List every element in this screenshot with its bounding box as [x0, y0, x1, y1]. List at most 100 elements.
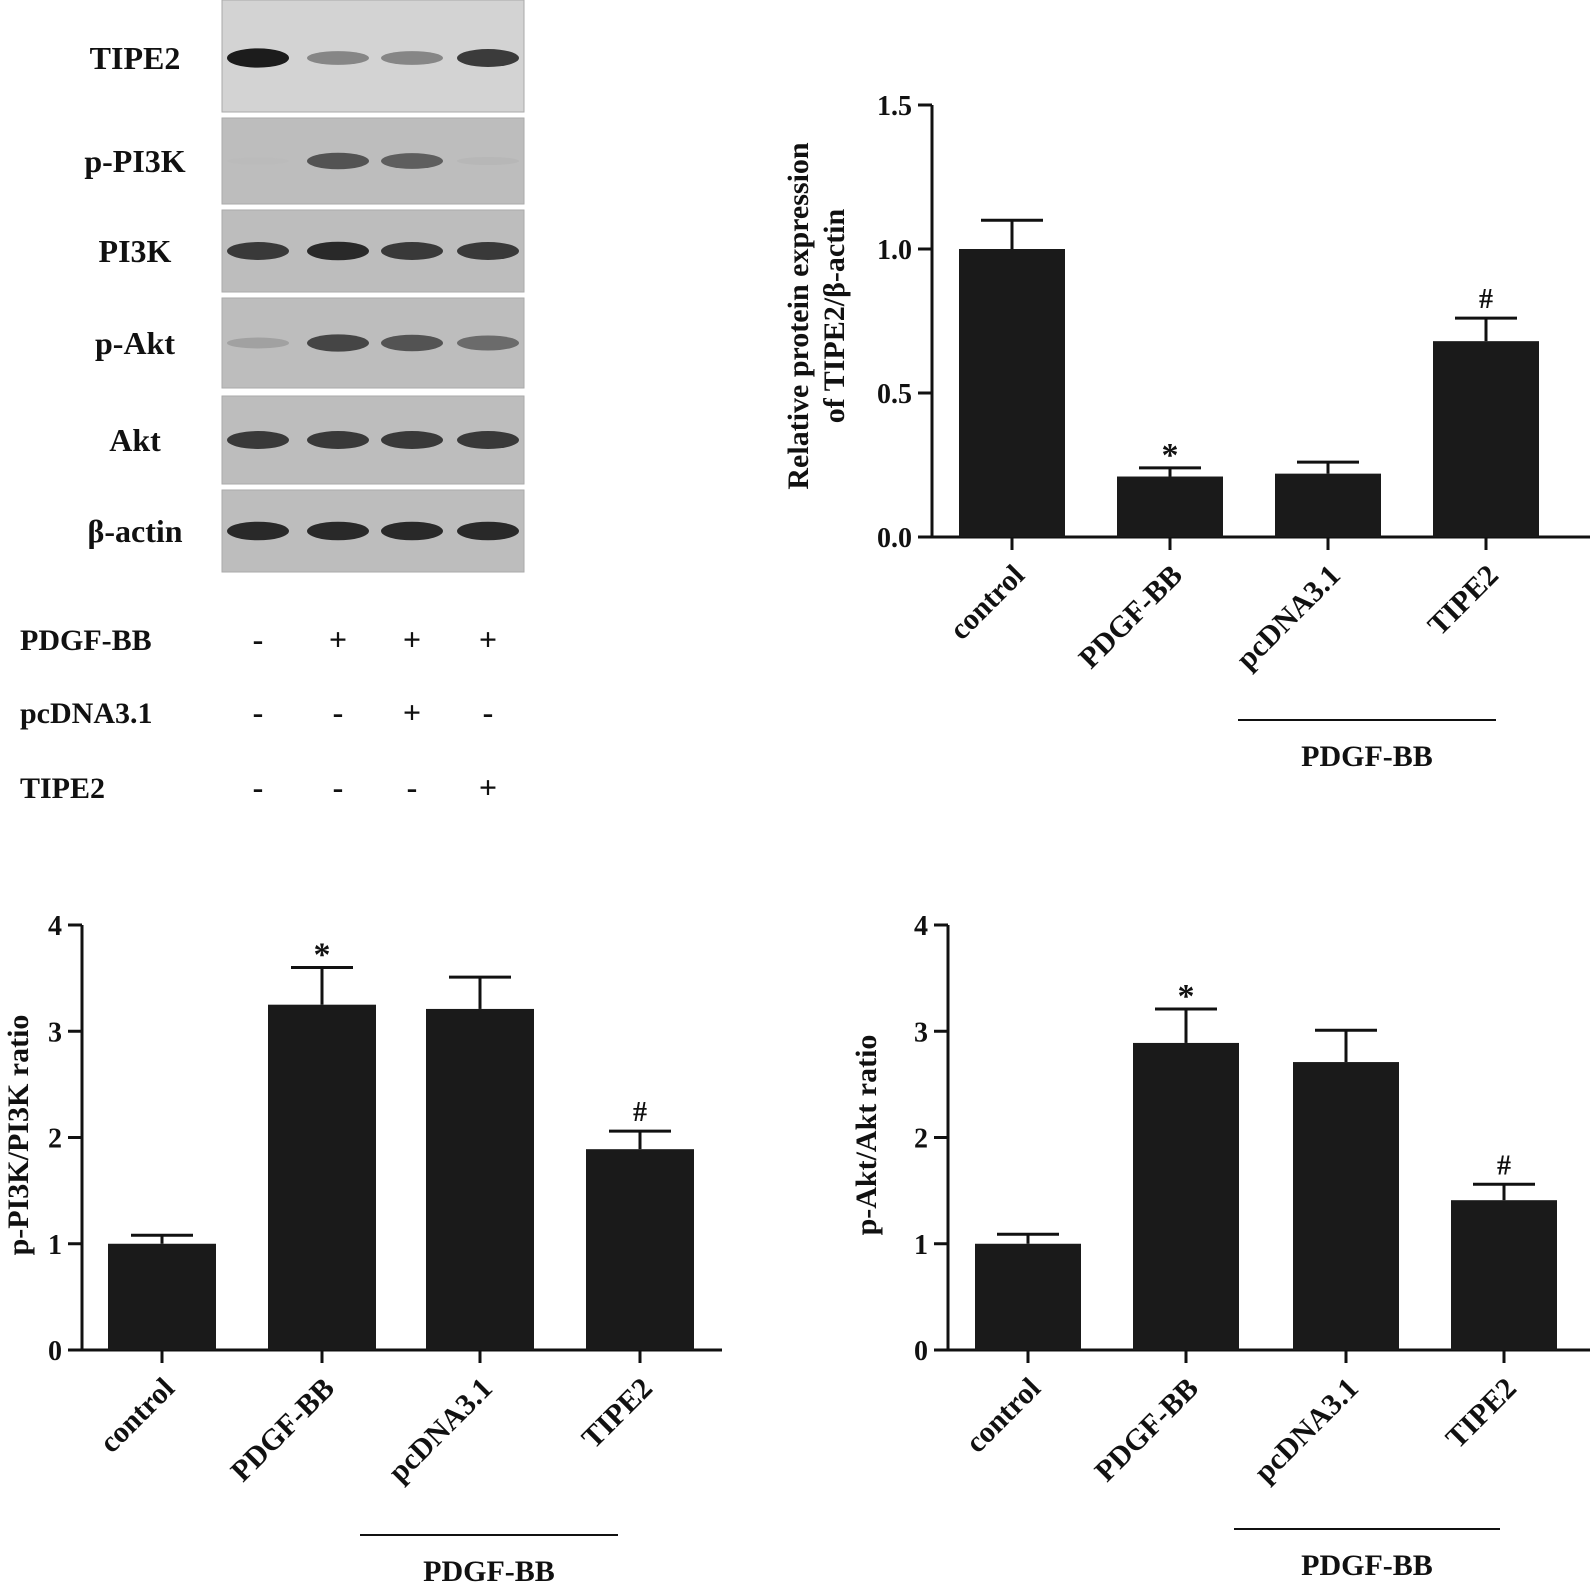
condition-sign: + [403, 694, 421, 730]
blot-band [227, 337, 289, 349]
blot-band [457, 521, 519, 541]
y-tick-label: 0 [48, 1336, 62, 1367]
x-tick-label: pcDNA3.1 [1230, 559, 1347, 676]
y-axis-label: p-Akt/Akt ratio [850, 1035, 883, 1236]
blot-row-label: PI3K [99, 233, 172, 269]
condition-sign: - [253, 694, 264, 730]
condition-sign: + [479, 769, 497, 805]
bar [1117, 476, 1223, 537]
blot-row-label: p-Akt [95, 325, 175, 361]
bar [1451, 1200, 1557, 1350]
y-tick-label: 0 [914, 1336, 928, 1367]
y-tick-label: 4 [914, 911, 928, 942]
bar [426, 1008, 534, 1350]
blot-band [307, 241, 369, 261]
condition-sign: + [479, 621, 497, 657]
p-akt-ratio-chart: 0 1 2 3 4 control PDGF-BB * pcDNA3.1 TIPE2 # PDGF-B… [850, 911, 1590, 1582]
y-axis-label: of TIPE2/β-actin [818, 208, 851, 423]
significance-marker: # [1479, 284, 1493, 315]
x-tick-label: PDGF-BB [225, 1372, 341, 1488]
blot-band [307, 521, 369, 541]
group-label: PDGF-BB [423, 1555, 555, 1586]
blot-band [227, 157, 289, 165]
y-tick-label: 2 [48, 1124, 62, 1155]
blot-band [381, 431, 443, 449]
condition-sign: - [333, 769, 344, 805]
western-blot-panel: TIPE2 p-PI3K PI3K p-Akt Akt β-actin PDGF-BB - + +… [20, 0, 525, 805]
x-tick-label: PDGF-BB [1089, 1372, 1205, 1488]
blot-row-label: β-actin [87, 513, 182, 549]
blot-band [307, 51, 369, 65]
y-tick-label: 0.5 [877, 379, 912, 410]
y-tick-label: 3 [48, 1017, 62, 1048]
x-tick-label: pcDNA3.1 [382, 1372, 499, 1489]
condition-sign: + [403, 621, 421, 657]
bar [108, 1243, 216, 1350]
y-tick-label: 3 [914, 1017, 928, 1048]
x-tick-label: pcDNA3.1 [1248, 1372, 1365, 1489]
blot-band [457, 156, 519, 166]
y-tick-label: 2 [914, 1124, 928, 1155]
y-tick-label: 4 [48, 911, 62, 942]
x-tick-label: PDGF-BB [1073, 559, 1189, 675]
blot-band [227, 48, 289, 68]
blot-band [381, 153, 443, 169]
y-tick-label: 1 [48, 1230, 62, 1261]
condition-sign: - [253, 769, 264, 805]
bar [975, 1243, 1081, 1350]
blot-band [307, 431, 369, 449]
y-axis-label: Relative protein expression [782, 142, 815, 490]
x-tick-label: control [93, 1372, 181, 1460]
condition-sign: - [253, 621, 264, 657]
y-tick-label: 0.0 [877, 523, 912, 554]
x-tick-label: control [943, 559, 1031, 647]
significance-marker: * [314, 937, 331, 974]
condition-label: TIPE2 [20, 772, 105, 805]
group-label: PDGF-BB [1301, 1549, 1433, 1582]
bar [1293, 1062, 1399, 1350]
bar [1133, 1042, 1239, 1350]
p-pi3k-ratio-chart: 0 1 2 3 4 control PDGF-BB * pcDNA3.1 TIPE2 # PDGF-B… [2, 911, 722, 1586]
blot-band [227, 431, 289, 449]
blot-strip-1 [221, 117, 525, 205]
blot-band [381, 521, 443, 541]
blot-band [457, 49, 519, 67]
bar [959, 249, 1065, 537]
x-tick-label: TIPE2 [1421, 559, 1504, 642]
blot-band [307, 334, 369, 352]
y-tick-label: 1 [914, 1230, 928, 1261]
blot-band [381, 242, 443, 260]
y-axis-label: p-PI3K/PI3K ratio [2, 1015, 35, 1256]
x-tick-label: TIPE2 [1439, 1372, 1522, 1455]
blot-band [457, 431, 519, 449]
blot-band [381, 51, 443, 65]
y-tick-label: 1.0 [877, 235, 912, 266]
blot-band [227, 521, 289, 541]
group-label: PDGF-BB [1301, 740, 1433, 773]
y-tick-label: 1.5 [877, 91, 912, 122]
blot-row-label: TIPE2 [90, 40, 181, 76]
blot-band [381, 334, 443, 352]
bar [1275, 473, 1381, 537]
x-tick-label: control [959, 1372, 1047, 1460]
significance-marker: # [633, 1097, 647, 1128]
tipe2-expression-chart: 0.0 0.5 1.0 1.5 control PDGF-BB * pcDNA3.1 TIPE2… [782, 91, 1590, 773]
blot-row-label: Akt [109, 422, 161, 458]
blot-band [227, 242, 289, 260]
x-tick-label: TIPE2 [575, 1372, 658, 1455]
condition-sign: - [407, 769, 418, 805]
condition-sign: + [329, 621, 347, 657]
condition-label: pcDNA3.1 [20, 697, 153, 730]
condition-sign: - [483, 694, 494, 730]
bar [268, 1004, 376, 1350]
significance-marker: * [1178, 978, 1195, 1015]
blot-row-label: p-PI3K [84, 143, 185, 179]
significance-marker: # [1497, 1150, 1511, 1181]
blot-band [307, 152, 369, 170]
significance-marker: * [1162, 437, 1179, 474]
bar [586, 1149, 694, 1350]
condition-label: PDGF-BB [20, 624, 152, 657]
blot-band [457, 242, 519, 260]
blot-band [457, 335, 519, 351]
